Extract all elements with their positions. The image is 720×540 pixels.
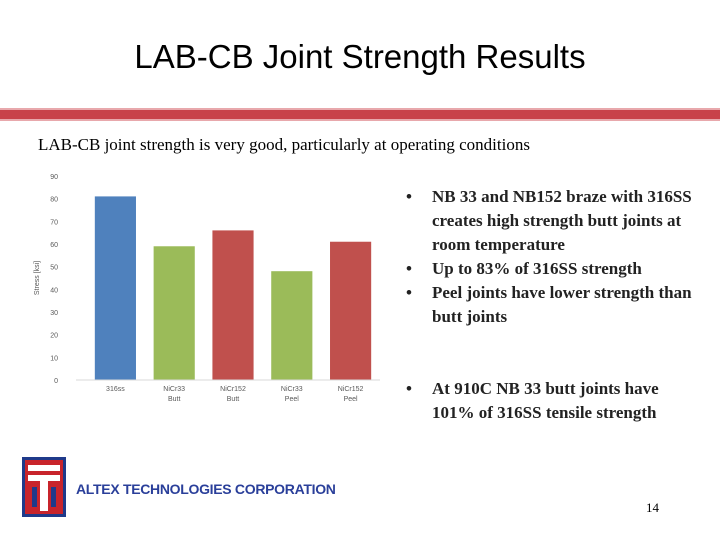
bullet-list-bottom: At 910C NB 33 butt joints have 101% of 3… — [406, 377, 696, 425]
x-tick-label: Peel — [344, 396, 358, 403]
y-tick-label: 80 — [50, 197, 58, 204]
bar — [330, 241, 372, 380]
y-axis: 0 10 20 30 40 50 60 70 80 90 Stress [ksi] — [34, 174, 58, 385]
y-tick-label: 20 — [50, 333, 58, 340]
bullet-item: At 910C NB 33 butt joints have 101% of 3… — [406, 377, 696, 425]
bullet-list-top: NB 33 and NB152 braze with 316SS creates… — [406, 185, 696, 329]
y-axis-label: Stress [ksi] — [34, 261, 41, 295]
x-tick-label: Butt — [227, 396, 240, 403]
page-number: 14 — [646, 500, 659, 515]
x-axis: 316ss NiCr33 Butt NiCr152 Butt NiCr33 Peel NiCr… — [76, 379, 380, 403]
bullet-item: Up to 83% of 316SS strength — [406, 257, 696, 281]
x-tick-label: NiCr152 — [338, 386, 364, 393]
bar — [94, 196, 136, 380]
y-tick-label: 90 — [50, 174, 58, 181]
company-name: ALTEX TECHNOLOGIES CORPORATION — [76, 481, 336, 497]
x-tick-label: NiCr33 — [281, 386, 303, 393]
y-tick-label: 30 — [50, 310, 58, 317]
x-tick-label: NiCr33 — [163, 386, 185, 393]
bullet-item: NB 33 and NB152 braze with 316SS creates… — [406, 185, 696, 257]
company-logo — [22, 457, 66, 517]
bar-chart: 0 10 20 30 40 50 60 70 80 90 Stress [ksi] 316ss NiC… — [34, 174, 380, 403]
x-tick-label: Butt — [168, 396, 181, 403]
x-tick-label: Peel — [285, 396, 299, 403]
bars — [94, 196, 372, 380]
y-tick-label: 70 — [50, 219, 58, 226]
y-tick-label: 50 — [50, 265, 58, 272]
slide-subtitle: LAB-CB joint strength is very good, part… — [38, 135, 530, 154]
y-tick-label: 10 — [50, 355, 58, 362]
y-tick-label: 0 — [54, 378, 58, 385]
x-tick-label: 316ss — [106, 386, 125, 393]
y-tick-label: 60 — [50, 242, 58, 249]
slide-title: LAB-CB Joint Strength Results — [134, 38, 586, 75]
bar — [271, 271, 313, 380]
y-tick-label: 40 — [50, 287, 58, 294]
bar — [153, 246, 195, 380]
bar — [212, 230, 254, 380]
bullet-item: Peel joints have lower strength than but… — [406, 281, 696, 329]
title-divider — [0, 108, 720, 121]
x-tick-label: NiCr152 — [220, 386, 246, 393]
